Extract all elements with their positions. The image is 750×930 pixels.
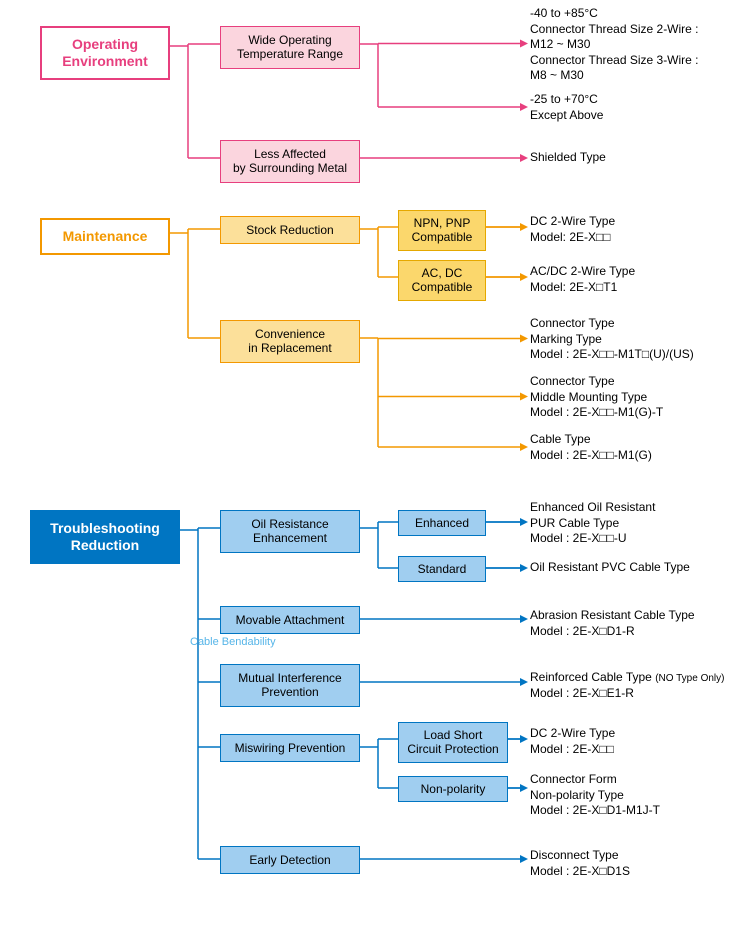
desc-mis-1-0: Connector FormNon-polarity TypeModel : 2… bbox=[530, 772, 730, 819]
sub-conv: Conveniencein Replacement bbox=[220, 320, 360, 363]
desc-stock-0-0: DC 2-Wire TypeModel: 2E-X□□ bbox=[530, 214, 710, 245]
sub-mut: Mutual InterferencePrevention bbox=[220, 664, 360, 707]
sub-metal: Less Affectedby Surrounding Metal bbox=[220, 140, 360, 183]
desc-conv-2: Cable TypeModel : 2E-X□□-M1(G) bbox=[530, 432, 740, 463]
root-trouble: TroubleshootingReduction bbox=[30, 510, 180, 564]
sub-temp: Wide OperatingTemperature Range bbox=[220, 26, 360, 69]
desc-early-0: Disconnect TypeModel : 2E-X□D1S bbox=[530, 848, 710, 879]
desc-conv-1: Connector TypeMiddle Mounting TypeModel … bbox=[530, 374, 740, 421]
leaf-mis-0: Load ShortCircuit Protection bbox=[398, 722, 508, 763]
desc-temp-1: -25 to +70°CExcept Above bbox=[530, 92, 710, 123]
desc-oil-0-0: Enhanced Oil ResistantPUR Cable TypeMode… bbox=[530, 500, 730, 547]
desc-mov-0: Abrasion Resistant Cable TypeModel : 2E-… bbox=[530, 608, 740, 639]
leaf-stock-1: AC, DCCompatible bbox=[398, 260, 486, 301]
desc-temp-0: -40 to +85°CConnector Thread Size 2-Wire… bbox=[530, 6, 740, 84]
root-maint: Maintenance bbox=[40, 218, 170, 255]
sub-early: Early Detection bbox=[220, 846, 360, 874]
desc-conv-0: Connector TypeMarking TypeModel : 2E-X□□… bbox=[530, 316, 740, 363]
sub-stock: Stock Reduction bbox=[220, 216, 360, 244]
annot-mov: Cable Bendability bbox=[190, 636, 276, 648]
leaf-oil-0: Enhanced bbox=[398, 510, 486, 536]
leaf-mis-1: Non-polarity bbox=[398, 776, 508, 802]
leaf-oil-1: Standard bbox=[398, 556, 486, 582]
desc-metal-0: Shielded Type bbox=[530, 150, 650, 166]
sub-mov: Movable Attachment bbox=[220, 606, 360, 634]
sub-oil: Oil ResistanceEnhancement bbox=[220, 510, 360, 553]
desc-oil-1-0: Oil Resistant PVC Cable Type bbox=[530, 560, 730, 576]
sub-mis: Miswiring Prevention bbox=[220, 734, 360, 762]
leaf-stock-0: NPN, PNPCompatible bbox=[398, 210, 486, 251]
root-env: OperatingEnvironment bbox=[40, 26, 170, 80]
desc-mis-0-0: DC 2-Wire TypeModel : 2E-X□□ bbox=[530, 726, 710, 757]
desc-mut-0: Reinforced Cable Type (NO Type Only)Mode… bbox=[530, 670, 750, 701]
desc-stock-1-0: AC/DC 2-Wire TypeModel: 2E-X□T1 bbox=[530, 264, 710, 295]
